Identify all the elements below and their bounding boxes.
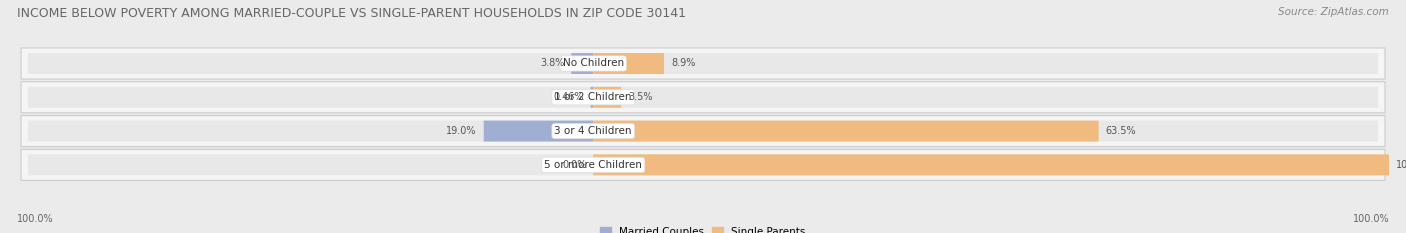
FancyBboxPatch shape xyxy=(593,53,664,74)
Text: 3 or 4 Children: 3 or 4 Children xyxy=(554,126,631,136)
Text: 63.5%: 63.5% xyxy=(1105,126,1136,136)
FancyBboxPatch shape xyxy=(571,53,593,74)
FancyBboxPatch shape xyxy=(593,154,1389,175)
FancyBboxPatch shape xyxy=(28,121,1378,141)
Text: 3.8%: 3.8% xyxy=(540,58,564,69)
FancyBboxPatch shape xyxy=(28,154,1378,175)
FancyBboxPatch shape xyxy=(28,53,1378,74)
FancyBboxPatch shape xyxy=(21,149,1385,180)
FancyBboxPatch shape xyxy=(28,87,1378,108)
Text: 0.46%: 0.46% xyxy=(553,92,583,102)
Text: 1 or 2 Children: 1 or 2 Children xyxy=(554,92,631,102)
Text: No Children: No Children xyxy=(562,58,624,69)
Text: 8.9%: 8.9% xyxy=(671,58,696,69)
FancyBboxPatch shape xyxy=(21,82,1385,113)
FancyBboxPatch shape xyxy=(593,87,621,108)
Text: 100.0%: 100.0% xyxy=(1353,214,1389,224)
Text: 5 or more Children: 5 or more Children xyxy=(544,160,643,170)
FancyBboxPatch shape xyxy=(21,116,1385,147)
Text: 100.0%: 100.0% xyxy=(17,214,53,224)
Text: 19.0%: 19.0% xyxy=(446,126,477,136)
Text: 0.0%: 0.0% xyxy=(562,160,586,170)
Legend: Married Couples, Single Parents: Married Couples, Single Parents xyxy=(600,227,806,233)
FancyBboxPatch shape xyxy=(21,48,1385,79)
FancyBboxPatch shape xyxy=(484,121,593,141)
Text: 100.0%: 100.0% xyxy=(1396,160,1406,170)
Text: Source: ZipAtlas.com: Source: ZipAtlas.com xyxy=(1278,7,1389,17)
Text: 3.5%: 3.5% xyxy=(628,92,652,102)
Text: INCOME BELOW POVERTY AMONG MARRIED-COUPLE VS SINGLE-PARENT HOUSEHOLDS IN ZIP COD: INCOME BELOW POVERTY AMONG MARRIED-COUPL… xyxy=(17,7,686,20)
FancyBboxPatch shape xyxy=(593,121,1098,141)
FancyBboxPatch shape xyxy=(591,87,593,108)
